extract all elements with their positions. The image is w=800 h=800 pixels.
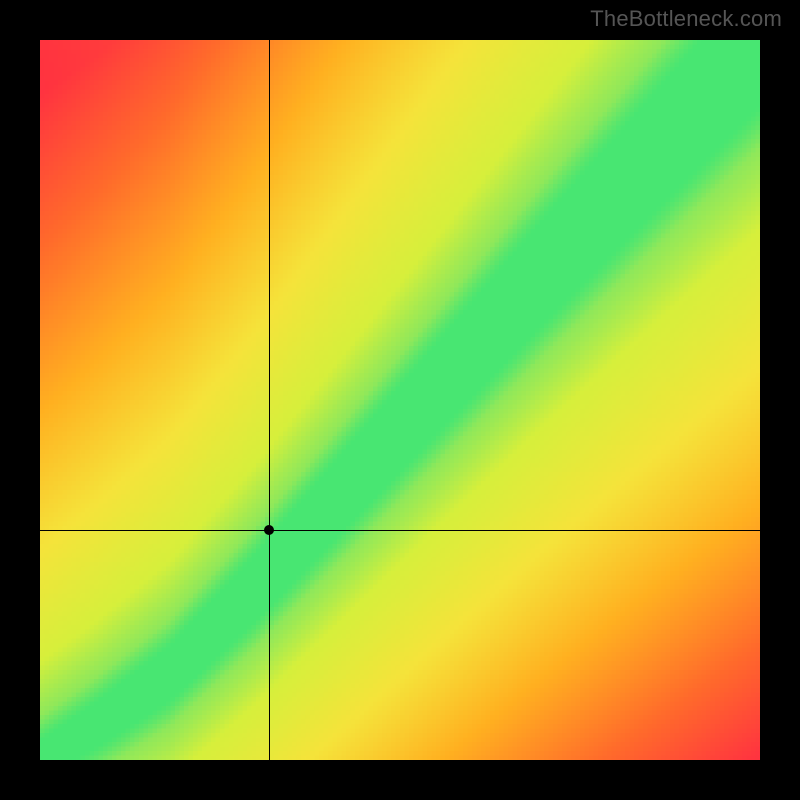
watermark-text: TheBottleneck.com [590,6,782,32]
chart-area [40,40,760,760]
root: TheBottleneck.com [0,0,800,800]
bottleneck-heatmap [40,40,760,760]
